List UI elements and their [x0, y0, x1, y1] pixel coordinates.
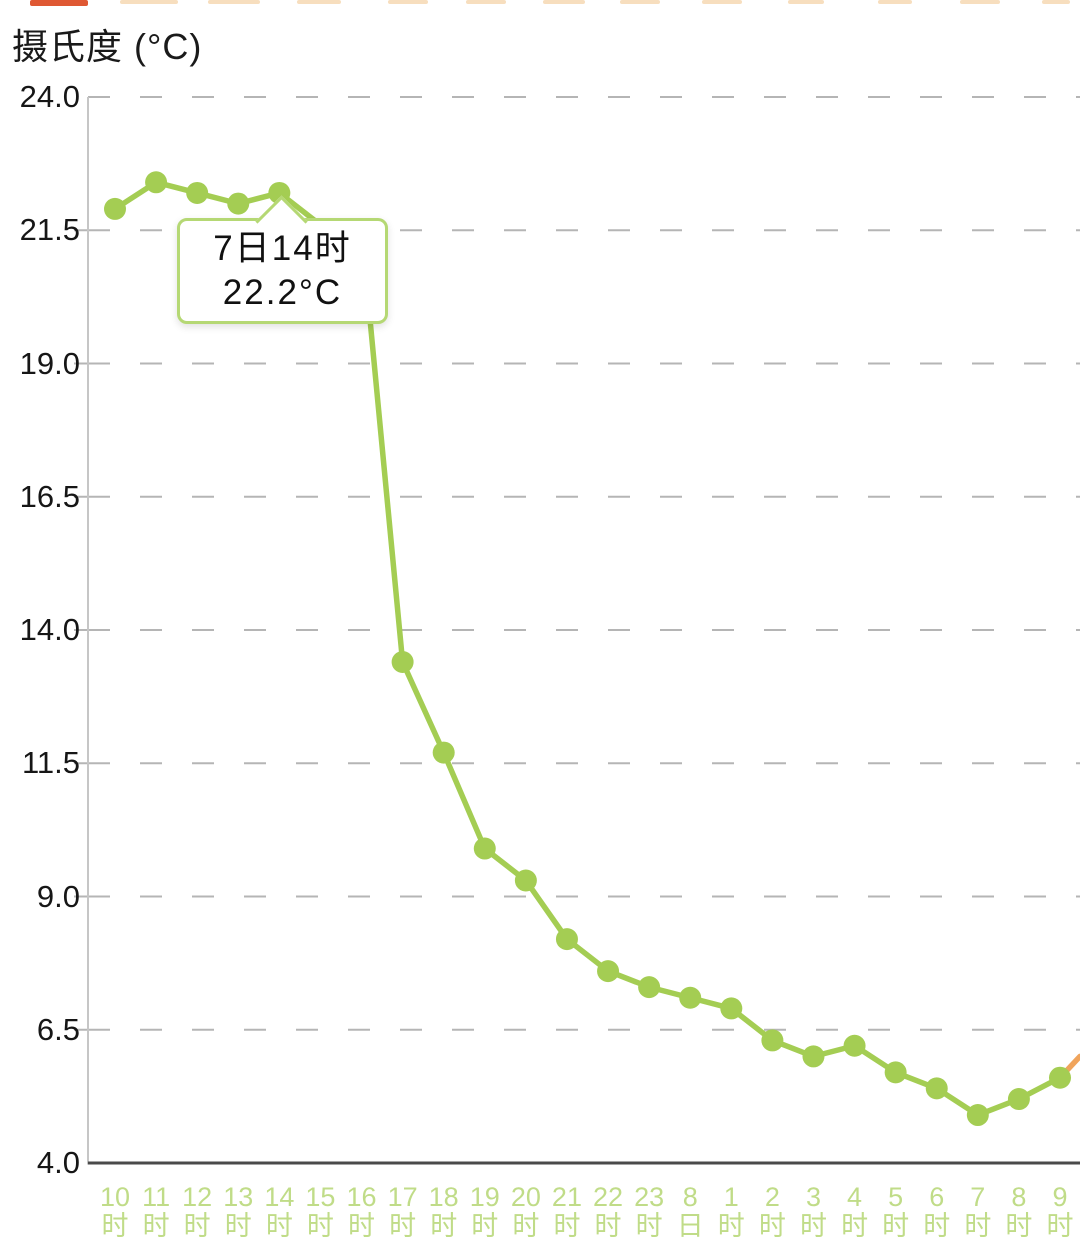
cutoff-text-fragment — [543, 0, 585, 4]
cutoff-text-fragment — [466, 0, 506, 4]
x-tick-label: 17 时 — [387, 1182, 418, 1241]
data-point-marker[interactable] — [720, 997, 743, 1020]
cutoff-text-fragment — [388, 0, 428, 4]
y-tick-label: 24.0 — [19, 79, 80, 114]
x-tick-label: 19 时 — [469, 1182, 500, 1241]
tooltip-time: 7日14时 — [213, 229, 352, 268]
data-point-marker[interactable] — [227, 192, 250, 215]
data-point-marker[interactable] — [104, 197, 126, 220]
cutoff-text-fragment — [297, 0, 341, 4]
data-point-marker[interactable] — [802, 1045, 825, 1068]
y-tick-label: 14.0 — [19, 612, 80, 647]
x-tick-label: 18 时 — [428, 1182, 459, 1241]
x-tick-label: 10 时 — [99, 1182, 131, 1241]
x-tick-label: 16 时 — [346, 1182, 377, 1241]
data-point-marker[interactable] — [761, 1029, 784, 1052]
cutoff-text-fragment — [1042, 0, 1070, 4]
cutoff-text-fragment — [620, 0, 660, 4]
x-tick-label: 14 时 — [264, 1182, 295, 1241]
data-point-marker[interactable] — [597, 960, 620, 983]
y-tick-label: 21.5 — [19, 212, 80, 248]
x-tick-label: 22 时 — [593, 1182, 624, 1241]
tooltip: 7日14时 22.2°C — [177, 195, 388, 324]
data-point-marker[interactable] — [884, 1061, 907, 1084]
cutoff-text-fragment — [120, 0, 178, 4]
cutoff-text-fragment — [30, 0, 88, 6]
y-tick-label: 11.5 — [21, 745, 80, 781]
data-point-marker[interactable] — [843, 1034, 866, 1057]
y-tick-label: 16.5 — [19, 478, 80, 514]
data-point-marker[interactable] — [391, 650, 414, 673]
x-tick-label: 12 时 — [182, 1182, 213, 1241]
cutoff-text-fragment — [788, 0, 824, 4]
y-tick-label: 9.0 — [36, 878, 80, 914]
x-tick-label: 15 时 — [305, 1182, 336, 1241]
cutoff-text-fragment — [702, 0, 742, 4]
data-point-marker[interactable] — [1007, 1088, 1030, 1111]
data-point-marker[interactable] — [555, 928, 578, 951]
y-tick-label: 6.5 — [36, 1011, 80, 1047]
data-point-marker[interactable] — [679, 986, 702, 1009]
data-point-marker[interactable] — [473, 837, 496, 860]
data-point-marker[interactable] — [1049, 1066, 1071, 1089]
data-point-marker[interactable] — [186, 181, 209, 204]
data-point-marker[interactable] — [145, 171, 168, 194]
y-axis-title: 摄氏度 (°C) — [12, 26, 203, 67]
x-tick-label: 11 时 — [142, 1182, 171, 1241]
tooltip-value: 22.2°C — [222, 273, 343, 312]
x-tick-label: 20 时 — [510, 1182, 541, 1241]
x-tick-label: 13 时 — [223, 1182, 254, 1241]
data-point-marker[interactable] — [638, 976, 661, 999]
cutoff-text-fragment — [878, 0, 912, 4]
y-tick-label: 19.0 — [19, 345, 80, 381]
data-point-marker[interactable] — [966, 1104, 989, 1127]
data-point-marker[interactable] — [514, 869, 537, 892]
cutoff-text-fragment — [960, 0, 1000, 4]
data-point-marker[interactable] — [925, 1077, 948, 1100]
x-tick-label: 21 时 — [551, 1182, 582, 1241]
x-tick-label: 23 时 — [634, 1182, 665, 1241]
cutoff-text-fragment — [208, 0, 260, 4]
data-point-marker[interactable] — [432, 741, 455, 764]
y-tick-label: 4.0 — [36, 1145, 80, 1180]
